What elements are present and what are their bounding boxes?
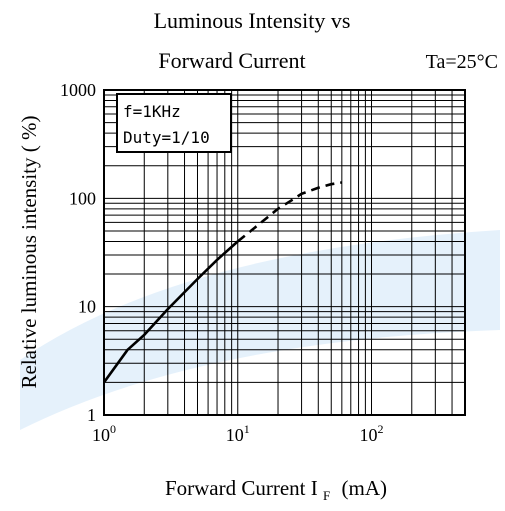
y-tick-label: 1000 [60,80,96,100]
x-tick-label: 102 [360,422,384,445]
x-tick-labels: 100 101 102 [92,422,384,445]
x-tick-exponent: 2 [378,422,384,436]
chart-title-line2: Forward Current [158,48,305,73]
legend-box: f=1KHz Duty=1/10 [116,93,232,153]
x-tick-base: 10 [360,425,378,445]
y-tick-label: 100 [69,188,96,208]
legend-line-frequency: f=1KHz [123,102,181,121]
legend-line-duty: Duty=1/10 [123,128,210,147]
chart-title-line1: Luminous Intensity vs [154,8,351,33]
x-axis-label-symbol: I [311,476,318,500]
x-tick-base: 10 [226,425,244,445]
x-axis-label-unit: (mA) [342,476,388,500]
plot-frame [103,89,466,416]
x-tick-label: 101 [226,422,250,445]
series-line-solid [102,240,239,384]
x-axis-label-text: Forward Current [165,476,306,500]
watermark-shape [20,230,500,430]
y-tick-labels: 1 10 100 1000 [60,80,96,425]
x-tick-exponent: 1 [244,422,250,436]
x-axis-label-subscript: F [323,488,330,503]
x-tick-label: 100 [92,422,116,445]
x-tick-exponent: 0 [110,422,116,436]
series-line-dashed [236,181,343,243]
y-tick-label: 10 [78,297,96,317]
y-axis-label: Relative luminous intensity ( %) [17,116,41,389]
x-axis-label: Forward Current I F (mA) [165,476,387,505]
condition-label: Ta=25°C [426,51,498,73]
x-tick-base: 10 [92,425,110,445]
y-tick-label: 1 [87,405,96,425]
series-curve [102,181,343,384]
legend-frame [116,93,232,153]
